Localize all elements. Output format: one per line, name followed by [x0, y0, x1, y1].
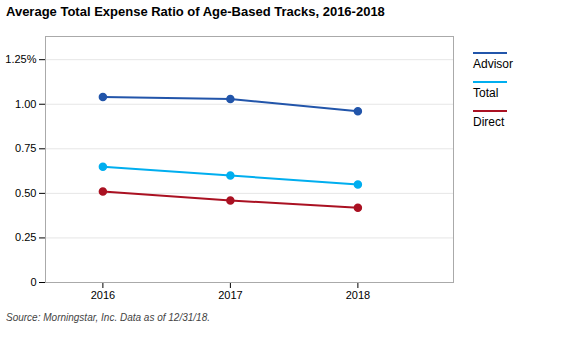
html-text:Direct: Direct	[473, 115, 505, 129]
svg-text:2017: 2017	[218, 289, 242, 301]
html-text:Advisor: Advisor	[473, 57, 513, 71]
svg-text:2018: 2018	[346, 289, 370, 301]
svg-text:0.25: 0.25	[15, 231, 36, 243]
svg-text:2016: 2016	[91, 289, 115, 301]
svg-text:0.75: 0.75	[15, 142, 36, 154]
svg-text:1.00: 1.00	[15, 98, 36, 110]
svg-text:0.50: 0.50	[15, 187, 36, 199]
svg-text:0: 0	[30, 276, 36, 288]
html-text:Average Total Expense Ratio of: Average Total Expense Ratio of Age-Based…	[6, 4, 385, 19]
svg-text:1.25%: 1.25%	[5, 53, 36, 65]
html-text:Total: Total	[473, 86, 499, 100]
html-text:Source: Morningstar, Inc. Data: Source: Morningstar, Inc. Data as of 12/…	[6, 312, 210, 323]
